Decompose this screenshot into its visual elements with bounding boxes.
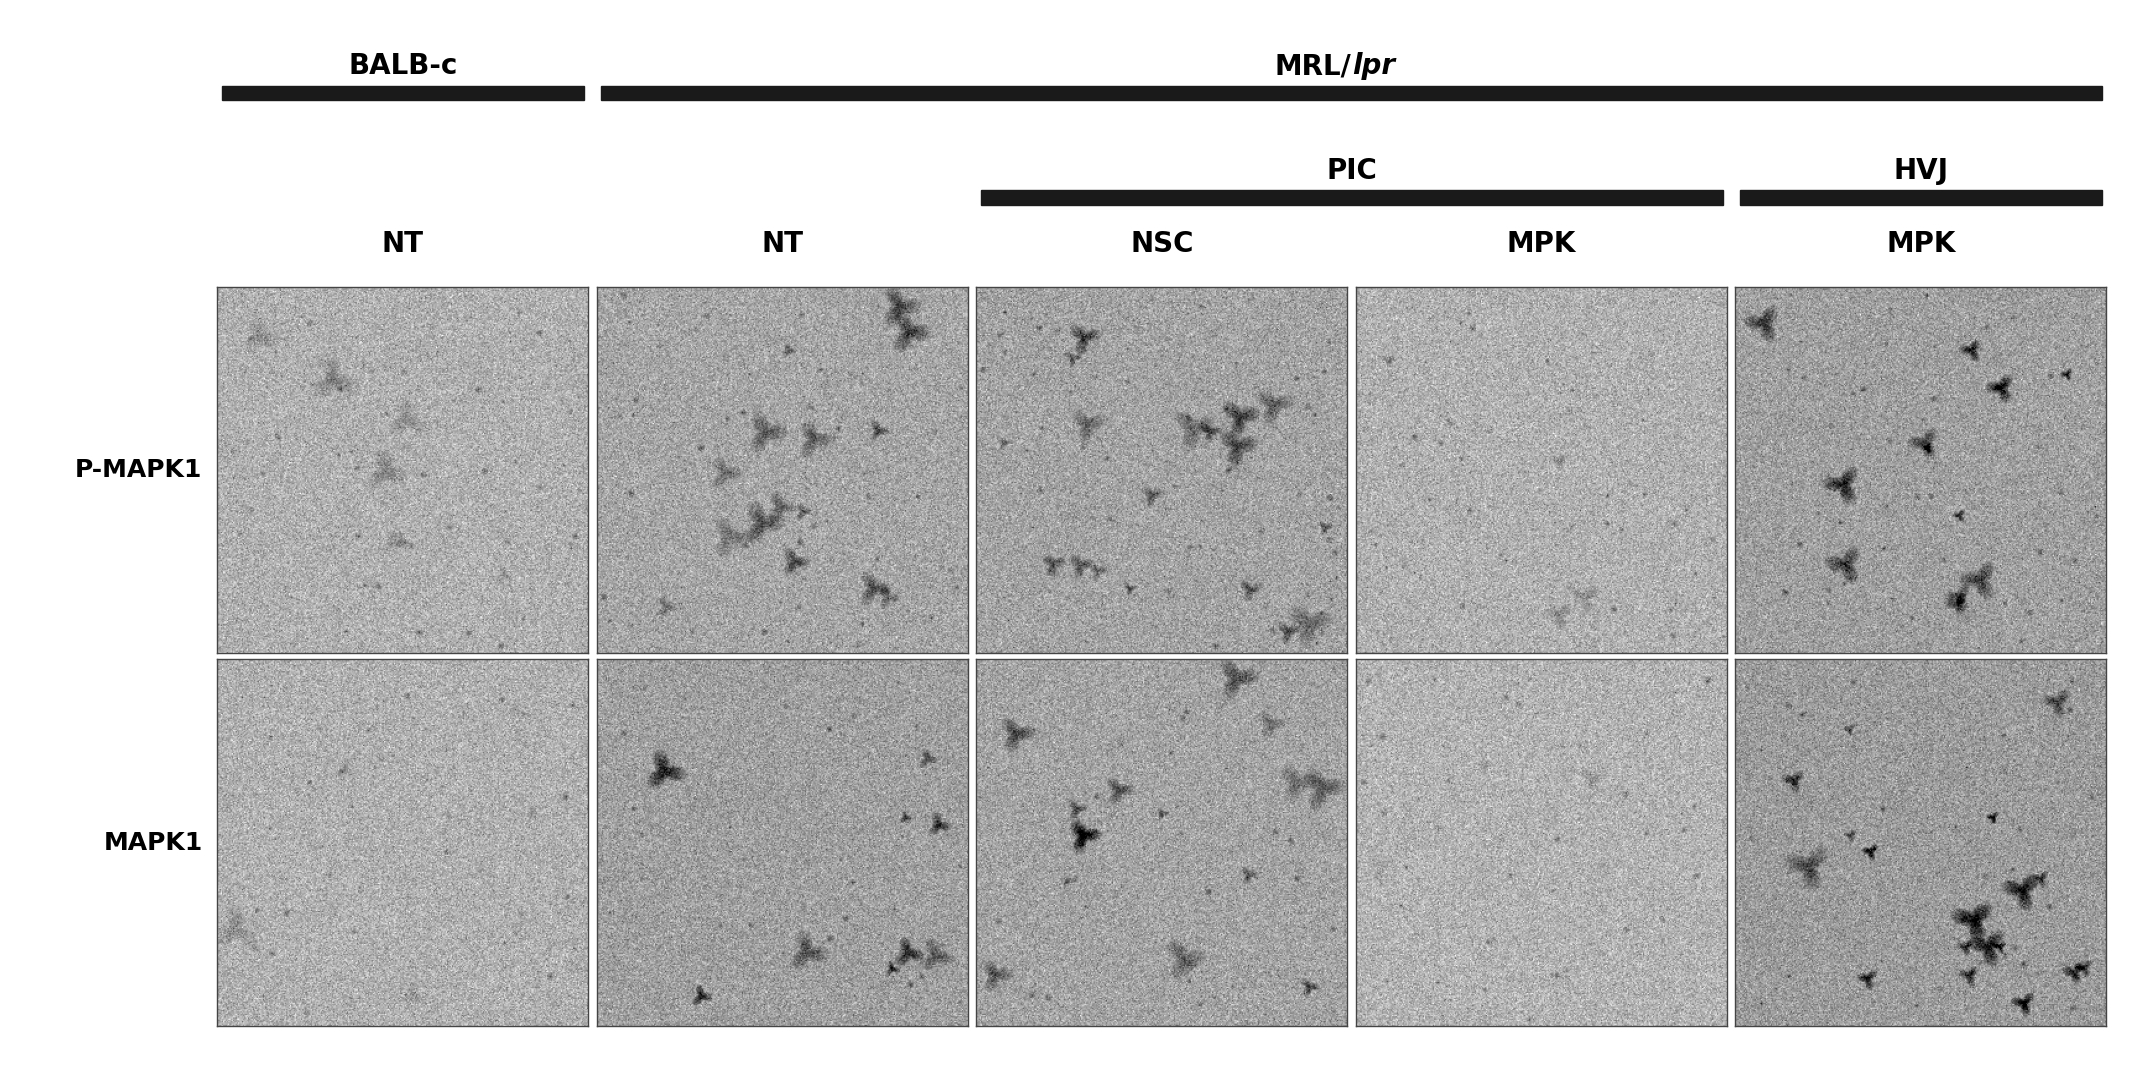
Text: P-MAPK1: P-MAPK1	[75, 458, 203, 481]
Text: BALB-c: BALB-c	[348, 53, 458, 80]
Bar	[601, 86, 2102, 100]
Bar	[981, 191, 1723, 205]
Text: MPK: MPK	[1887, 230, 1955, 258]
Text: NSC: NSC	[1130, 230, 1194, 258]
Bar	[1740, 191, 2102, 205]
Bar	[222, 86, 584, 100]
Text: lpr: lpr	[1352, 53, 1394, 80]
Text: NT: NT	[761, 230, 804, 258]
Text: HVJ: HVJ	[1893, 158, 1949, 185]
Text: MAPK1: MAPK1	[102, 831, 203, 854]
Text: MRL/: MRL/	[1275, 53, 1352, 80]
Text: MPK: MPK	[1507, 230, 1576, 258]
Text: PIC: PIC	[1326, 158, 1377, 185]
Text: NT: NT	[382, 230, 424, 258]
